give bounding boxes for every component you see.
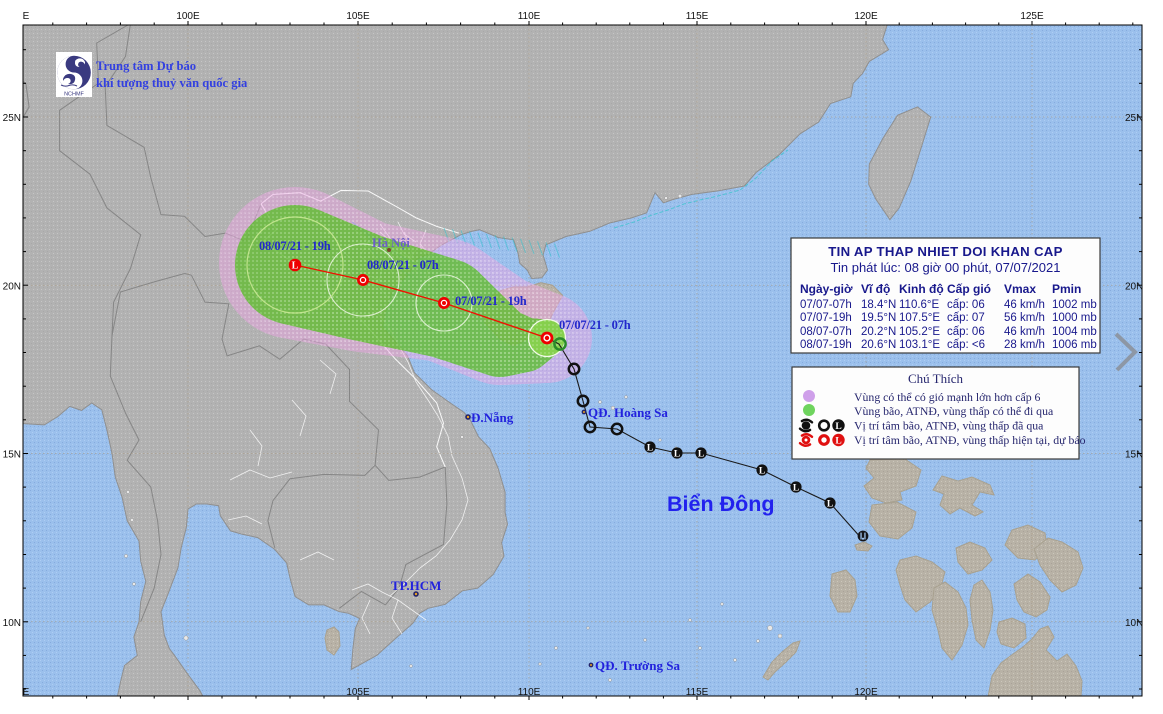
svg-text:L: L <box>647 443 653 453</box>
svg-text:08/07-07h: 08/07-07h <box>800 326 852 338</box>
svg-text:103.1°E: 103.1°E <box>899 339 940 351</box>
svg-text:Vmax: Vmax <box>1004 282 1036 296</box>
svg-text:07/07/21 - 19h: 07/07/21 - 19h <box>455 294 527 308</box>
svg-text:L: L <box>698 449 704 459</box>
svg-text:56 km/h: 56 km/h <box>1004 312 1045 324</box>
svg-text:107.5°E: 107.5°E <box>899 312 940 324</box>
svg-text:28 km/h: 28 km/h <box>1004 339 1045 351</box>
svg-text:cấp: <6: cấp: <6 <box>947 339 985 351</box>
svg-text:1000 mb: 1000 mb <box>1052 312 1097 324</box>
svg-text:Trung tâm Dự báo: Trung tâm Dự báo <box>96 59 196 73</box>
svg-text:E: E <box>23 11 30 22</box>
svg-text:Pmin: Pmin <box>1052 282 1081 296</box>
svg-text:1002 mb: 1002 mb <box>1052 299 1097 311</box>
svg-text:Vị trí tâm bão, ATNĐ, vùng thấ: Vị trí tâm bão, ATNĐ, vùng thấp đã qua <box>854 419 1044 433</box>
svg-text:cấp: 06: cấp: 06 <box>947 326 985 338</box>
svg-text:TP.HCM: TP.HCM <box>391 578 441 593</box>
svg-text:105E: 105E <box>346 687 370 698</box>
svg-text:Ngày-giờ: Ngày-giờ <box>800 282 853 296</box>
svg-text:E: E <box>23 687 30 698</box>
svg-text:1004 mb: 1004 mb <box>1052 326 1097 338</box>
svg-text:Hà Nội: Hà Nội <box>372 236 410 250</box>
svg-text:L: L <box>835 437 841 447</box>
svg-text:100E: 100E <box>176 11 200 22</box>
svg-text:07/07/21 - 07h: 07/07/21 - 07h <box>559 318 631 332</box>
svg-text:15N: 15N <box>1125 450 1143 461</box>
svg-text:07/07-19h: 07/07-19h <box>800 312 852 324</box>
svg-text:1006 mb: 1006 mb <box>1052 339 1097 351</box>
svg-text:07/07-07h: 07/07-07h <box>800 299 852 311</box>
svg-text:25N: 25N <box>1125 113 1143 124</box>
svg-text:QĐ. Hoàng Sa: QĐ. Hoàng Sa <box>588 405 668 420</box>
svg-text:Biển Đông: Biển Đông <box>667 492 775 516</box>
svg-text:20.2°N: 20.2°N <box>861 326 896 338</box>
svg-text:cấp: 07: cấp: 07 <box>947 312 985 324</box>
svg-text:08/07-19h: 08/07-19h <box>800 339 852 351</box>
svg-text:110E: 110E <box>518 11 541 22</box>
svg-text:QĐ. Trường Sa: QĐ. Trường Sa <box>595 658 680 673</box>
svg-text:L: L <box>793 483 799 493</box>
svg-text:46 km/h: 46 km/h <box>1004 326 1045 338</box>
svg-text:L: L <box>835 422 841 432</box>
svg-text:cấp: 06: cấp: 06 <box>947 299 985 311</box>
svg-text:Vùng bão, ATNĐ, vùng thấp có t: Vùng bão, ATNĐ, vùng thấp có thể đi qua <box>854 404 1054 418</box>
svg-text:Đ.Nẵng: Đ.Nẵng <box>471 410 514 425</box>
svg-text:khí tượng thuỷ văn quốc gia: khí tượng thuỷ văn quốc gia <box>96 76 248 90</box>
svg-text:46 km/h: 46 km/h <box>1004 299 1045 311</box>
svg-text:Cấp gió: Cấp gió <box>947 282 991 296</box>
svg-text:25N: 25N <box>3 113 21 124</box>
svg-text:120E: 120E <box>854 687 878 698</box>
svg-text:105.2°E: 105.2°E <box>899 326 940 338</box>
svg-text:Chú Thích: Chú Thích <box>908 371 964 386</box>
svg-text:115E: 115E <box>686 11 709 22</box>
svg-text:20.6°N: 20.6°N <box>861 339 896 351</box>
svg-text:L: L <box>674 449 680 459</box>
svg-text:Vị trí tâm bão, ATNĐ, vùng thấ: Vị trí tâm bão, ATNĐ, vùng thấp hiện tại… <box>854 433 1086 447</box>
svg-text:08/07/21 - 07h: 08/07/21 - 07h <box>367 258 439 272</box>
svg-text:125E: 125E <box>1020 11 1044 22</box>
svg-text:TIN AP THAP NHIET DOI KHAN CAP: TIN AP THAP NHIET DOI KHAN CAP <box>828 244 1062 259</box>
svg-text:L: L <box>292 261 299 272</box>
svg-text:08/07/21 - 19h: 08/07/21 - 19h <box>259 239 331 253</box>
svg-text:L: L <box>759 466 765 476</box>
svg-text:10N: 10N <box>1125 618 1143 629</box>
svg-text:Kinh độ: Kinh độ <box>899 282 944 296</box>
svg-text:Tin phát lúc: 08 giờ 00 phút,: Tin phát lúc: 08 giờ 00 phút, 07/07/2021 <box>831 260 1061 275</box>
svg-text:20N: 20N <box>3 281 21 292</box>
svg-text:110E: 110E <box>518 687 541 698</box>
svg-text:19.5°N: 19.5°N <box>861 312 896 324</box>
svg-text:Vĩ độ: Vĩ độ <box>861 282 890 296</box>
svg-text:10N: 10N <box>3 618 21 629</box>
svg-text:115E: 115E <box>686 687 709 698</box>
svg-text:120E: 120E <box>854 11 878 22</box>
svg-text:Vùng có thể có gió mạnh lớn hơ: Vùng có thể có gió mạnh lớn hơn cấp 6 <box>854 390 1041 404</box>
svg-text:NCHMF: NCHMF <box>64 92 84 98</box>
svg-text:20N: 20N <box>1125 281 1143 292</box>
svg-text:18.4°N: 18.4°N <box>861 299 896 311</box>
svg-text:110.6°E: 110.6°E <box>899 299 940 311</box>
svg-text:15N: 15N <box>3 450 21 461</box>
svg-text:105E: 105E <box>346 11 370 22</box>
svg-text:L: L <box>827 499 833 509</box>
